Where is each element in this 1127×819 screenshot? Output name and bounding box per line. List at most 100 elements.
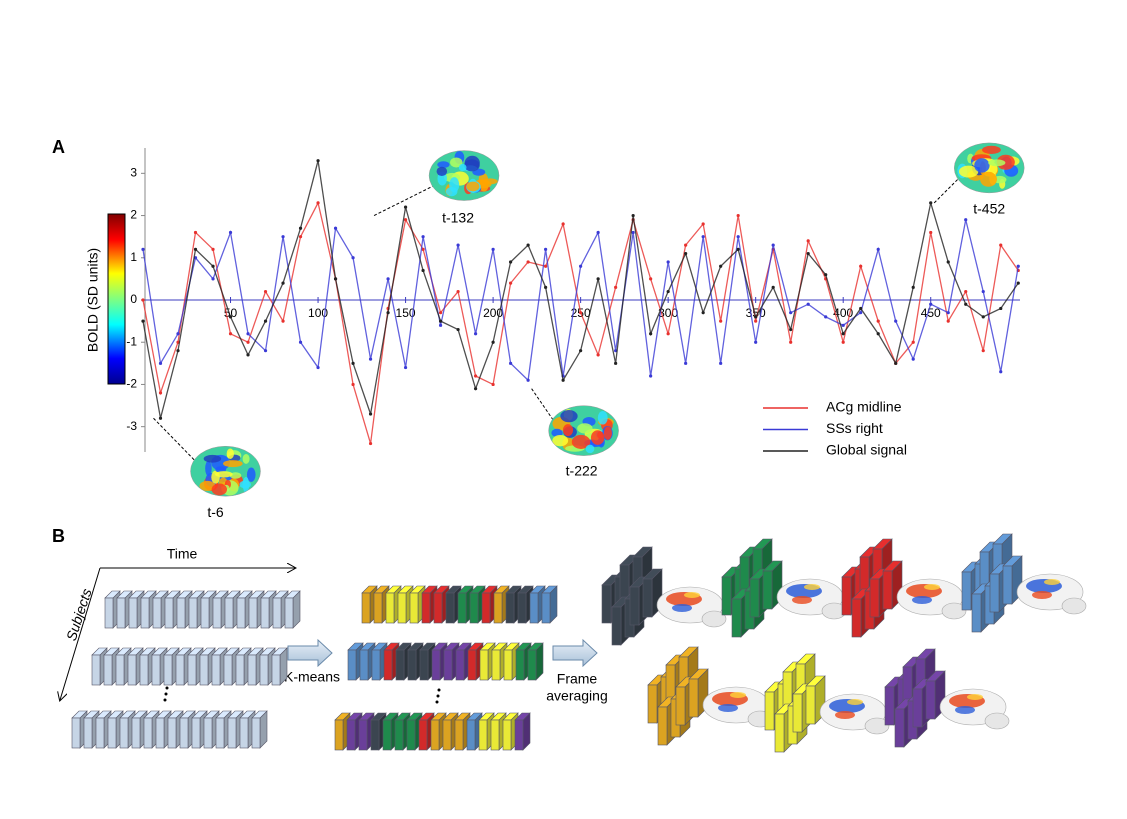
frame bbox=[211, 654, 221, 686]
series-point bbox=[438, 323, 443, 327]
series-point bbox=[999, 243, 1003, 247]
frame bbox=[481, 592, 491, 624]
cerebellum bbox=[1061, 597, 1087, 615]
series-point bbox=[193, 230, 198, 235]
frame bbox=[454, 719, 464, 751]
frame bbox=[188, 597, 198, 629]
series-point bbox=[824, 273, 828, 277]
frame bbox=[347, 649, 357, 681]
frame bbox=[479, 649, 489, 681]
brain-snapshot bbox=[190, 445, 261, 497]
brain-snapshot bbox=[428, 150, 500, 201]
series-point bbox=[491, 340, 495, 344]
frame bbox=[155, 717, 165, 749]
frame bbox=[235, 654, 245, 686]
series-point bbox=[614, 285, 618, 289]
frame bbox=[91, 654, 101, 686]
frame bbox=[260, 597, 270, 629]
series-point bbox=[964, 218, 968, 222]
legend-label: SSs right bbox=[826, 420, 883, 436]
brain-blob bbox=[246, 467, 256, 482]
frame bbox=[989, 573, 1000, 613]
series-point bbox=[946, 319, 950, 323]
brain-blob bbox=[436, 166, 448, 177]
series-point bbox=[526, 243, 530, 247]
series-point bbox=[684, 361, 688, 365]
frame bbox=[469, 592, 479, 624]
series-point bbox=[491, 382, 495, 387]
series-point bbox=[368, 412, 373, 416]
series-point bbox=[228, 315, 233, 319]
frame bbox=[176, 597, 186, 629]
time-label: Time bbox=[167, 546, 198, 562]
series-point bbox=[666, 260, 670, 264]
series-point bbox=[824, 315, 828, 319]
frame bbox=[407, 649, 417, 681]
series-point bbox=[386, 311, 390, 315]
ellipsis bbox=[163, 686, 441, 704]
frame bbox=[107, 717, 117, 749]
frame bbox=[370, 719, 380, 751]
brain-blob bbox=[215, 471, 233, 478]
frame bbox=[529, 592, 539, 624]
block-arrow bbox=[552, 638, 598, 668]
frame bbox=[894, 708, 905, 748]
brain-map bbox=[1017, 574, 1083, 610]
brain-blob bbox=[912, 596, 932, 604]
brain-blob bbox=[242, 453, 250, 464]
series-point bbox=[631, 213, 635, 218]
cluster bbox=[764, 653, 890, 753]
series-point bbox=[649, 332, 653, 336]
brain-blob bbox=[458, 163, 467, 172]
series-point bbox=[438, 319, 443, 323]
series-point bbox=[981, 349, 985, 353]
brain-blob bbox=[199, 480, 216, 491]
series-point bbox=[526, 260, 530, 264]
brain-blob bbox=[958, 165, 979, 178]
series-point bbox=[666, 332, 670, 336]
cluster bbox=[721, 538, 847, 638]
plot: -3-2-1012350100150200250300350400450ACg … bbox=[126, 142, 1025, 520]
panel-label: A bbox=[52, 137, 65, 157]
series-point bbox=[421, 268, 425, 273]
series-point bbox=[246, 332, 250, 336]
frame-row bbox=[347, 642, 544, 681]
frame-row bbox=[71, 710, 268, 749]
frame bbox=[371, 649, 381, 681]
block-arrow bbox=[287, 638, 333, 668]
frame bbox=[212, 597, 222, 629]
subjects-label: Subjects bbox=[63, 587, 95, 643]
series-point bbox=[176, 332, 180, 336]
averaging-label: Frame bbox=[557, 671, 598, 687]
frame bbox=[491, 649, 501, 681]
brain-blob bbox=[835, 711, 855, 719]
series-point bbox=[579, 264, 583, 268]
series-point bbox=[228, 332, 233, 336]
brain-map bbox=[190, 446, 261, 497]
cluster bbox=[841, 538, 967, 638]
frame bbox=[397, 592, 407, 624]
frame bbox=[191, 717, 201, 749]
series-point bbox=[421, 235, 425, 239]
series-point bbox=[333, 277, 338, 281]
frame bbox=[925, 680, 936, 720]
series-point bbox=[736, 235, 740, 239]
series-point bbox=[841, 332, 845, 336]
series-point bbox=[596, 277, 600, 281]
annotation-label: t-452 bbox=[973, 201, 1005, 217]
frame bbox=[271, 654, 281, 686]
series-point bbox=[684, 243, 688, 247]
frame bbox=[151, 654, 161, 686]
series-point bbox=[491, 247, 495, 251]
frame bbox=[749, 578, 760, 618]
brain-blob bbox=[684, 592, 700, 598]
frame bbox=[961, 571, 972, 611]
frame bbox=[385, 592, 395, 624]
series-point bbox=[403, 365, 408, 370]
series-point bbox=[316, 365, 320, 370]
frame bbox=[383, 649, 393, 681]
frame bbox=[418, 719, 428, 751]
series-point bbox=[929, 302, 933, 306]
frame bbox=[601, 584, 612, 624]
brain-blob bbox=[551, 428, 563, 438]
